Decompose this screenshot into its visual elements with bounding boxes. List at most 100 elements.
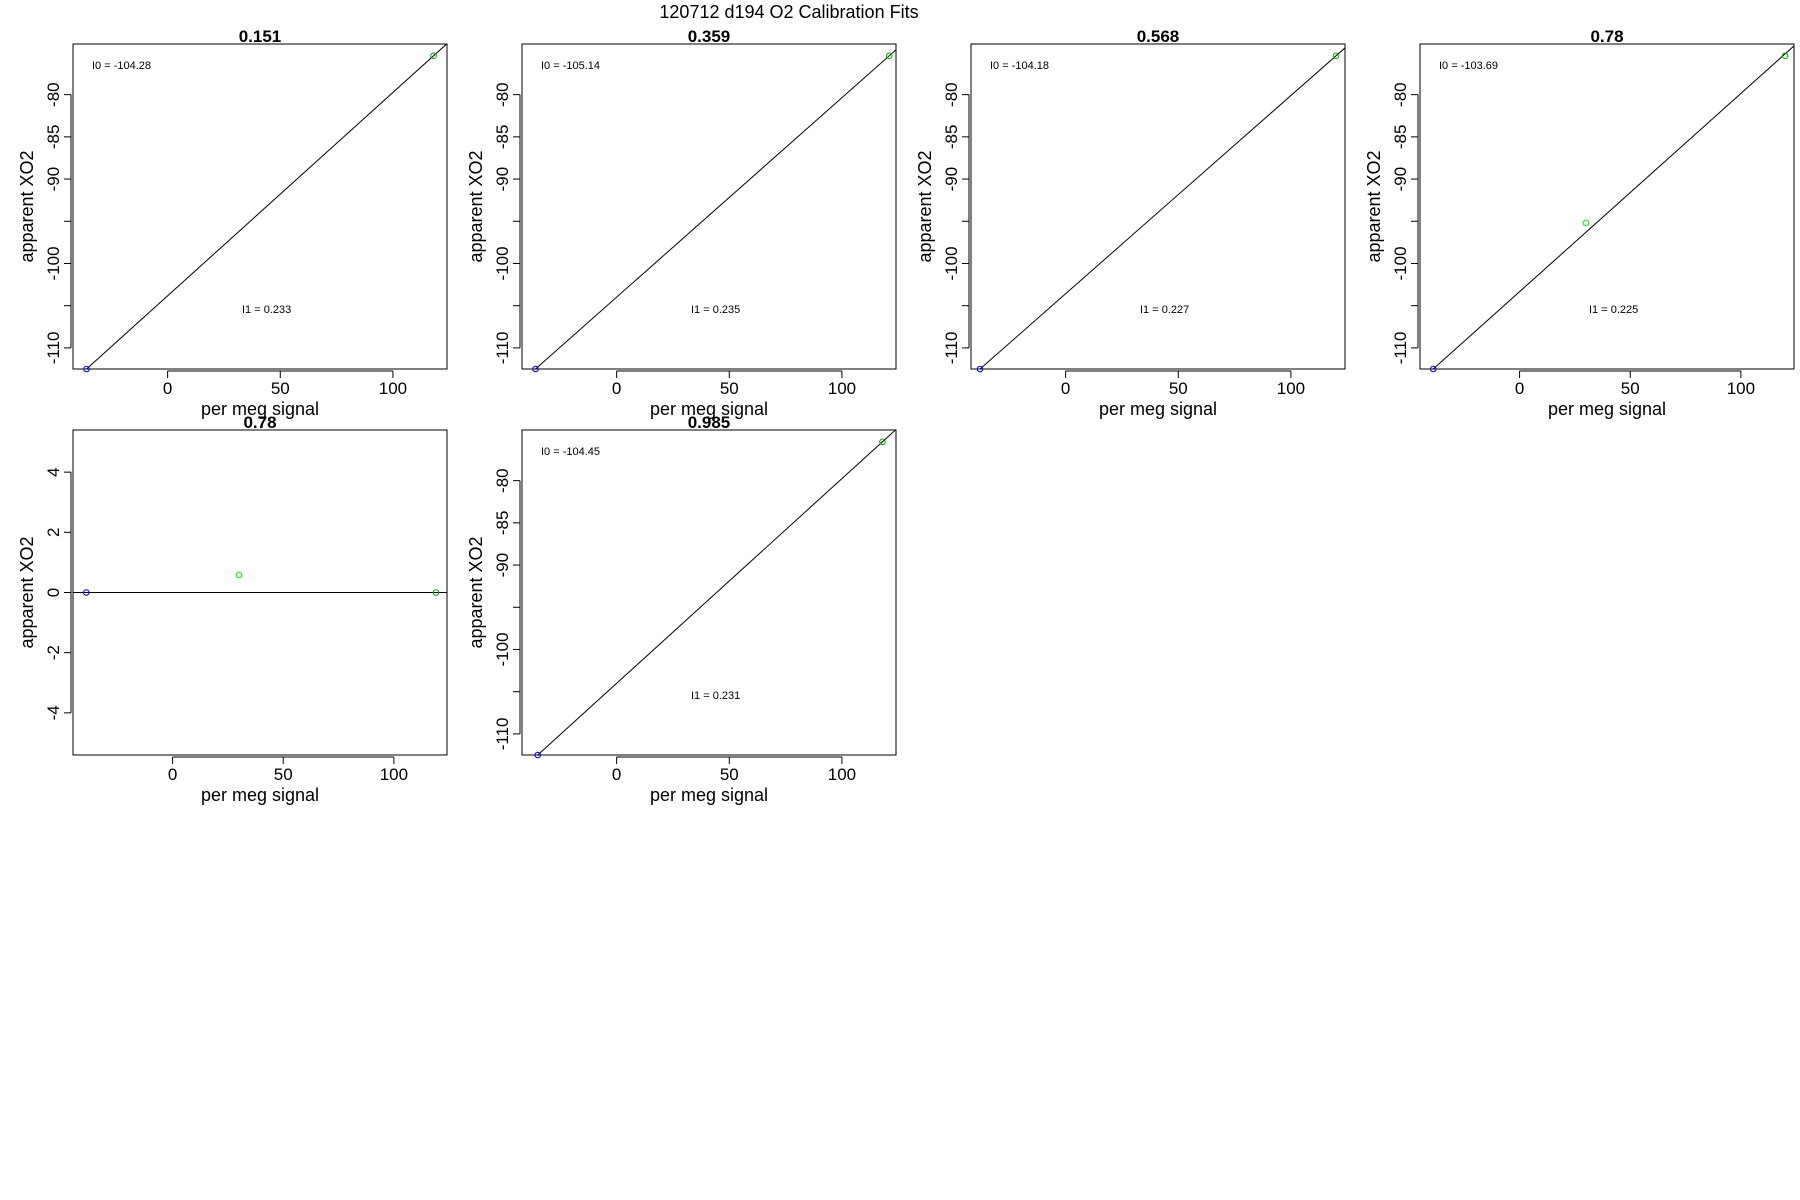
panel-title: 0.568 <box>1137 27 1180 46</box>
data-point <box>432 589 440 596</box>
y-tick-label: -80 <box>1391 82 1410 107</box>
fit-annotation: I0 = -105.14 <box>541 60 600 72</box>
x-tick-label: 50 <box>720 765 739 784</box>
x-tick-label: 100 <box>828 765 856 784</box>
x-tick-label: 50 <box>274 765 293 784</box>
y-axis-label: apparent XO2 <box>17 536 37 648</box>
y-tick-label: 0 <box>44 588 63 597</box>
plot-frame <box>521 429 897 756</box>
y-tick-label: -80 <box>44 82 63 107</box>
fit-line <box>534 49 896 369</box>
y-tick-label: -85 <box>44 125 63 150</box>
y-tick-label: -100 <box>493 246 512 280</box>
chart-panel-5: 0.78 0 50 100 per meg signal 4 2 0 -2 -4 apparent … <box>17 413 448 805</box>
fit-annotation: I1 = 0.233 <box>242 304 291 316</box>
panel-title: 0.78 <box>243 413 276 432</box>
x-tick-label: 100 <box>828 379 856 398</box>
x-tick-label: 50 <box>1169 379 1188 398</box>
fit-annotation: I0 = -104.28 <box>92 60 151 72</box>
fit-line <box>85 44 447 369</box>
plot-frame <box>521 43 897 370</box>
fit-annotation: I1 = 0.231 <box>691 690 740 702</box>
y-tick-label: -80 <box>942 82 961 107</box>
y-axis-label: apparent XO2 <box>915 150 935 262</box>
y-tick-label: -90 <box>493 167 512 192</box>
y-tick-label: 2 <box>44 528 63 537</box>
fit-annotation: I0 = -104.18 <box>990 60 1049 72</box>
data-point <box>879 438 886 446</box>
data-point <box>1781 52 1789 60</box>
fit-annotation: I0 = -104.45 <box>541 446 600 458</box>
y-tick-label: -85 <box>1391 125 1410 150</box>
data-point <box>885 52 893 60</box>
data-point <box>1429 365 1437 373</box>
data-point <box>82 589 90 596</box>
y-tick-label: -90 <box>942 167 961 192</box>
fit-annotation: I1 = 0.225 <box>1589 304 1638 316</box>
data-point <box>534 751 542 759</box>
y-tick-label: -80 <box>493 468 512 493</box>
x-tick-label: 0 <box>1515 379 1524 398</box>
data-point <box>235 571 243 579</box>
y-tick-label: -85 <box>942 125 961 150</box>
x-tick-label: 100 <box>1277 379 1305 398</box>
y-axis-label: apparent XO2 <box>1364 150 1384 262</box>
x-tick-label: 50 <box>720 379 739 398</box>
data-point <box>532 365 539 373</box>
panel-title: 0.151 <box>239 27 282 46</box>
y-tick-label: -85 <box>493 511 512 536</box>
y-tick-label: -90 <box>493 553 512 578</box>
chart-panel-1: 0.151 0 50 100 per meg signal -80 -85 -90 -100 -1… <box>17 27 448 419</box>
data-point <box>1332 52 1340 60</box>
y-tick-label: -90 <box>1391 167 1410 192</box>
x-tick-label: 0 <box>163 379 172 398</box>
y-axis-label: apparent XO2 <box>466 150 486 262</box>
y-tick-label: -100 <box>493 632 512 666</box>
x-tick-label: 100 <box>380 765 408 784</box>
y-axis-label: apparent XO2 <box>466 536 486 648</box>
fit-line <box>1432 45 1794 369</box>
x-tick-label: 0 <box>612 379 621 398</box>
panel-title: 0.985 <box>688 413 731 432</box>
chart-panel-2: 0.359 0 50 100 per meg signal -80 -85 -90 -100 -1… <box>466 27 897 419</box>
x-axis-label: per meg signal <box>1099 399 1217 419</box>
y-tick-label: -110 <box>44 332 63 365</box>
y-tick-label: -100 <box>1391 246 1410 280</box>
x-axis-label: per meg signal <box>650 399 768 419</box>
x-tick-label: 50 <box>1621 379 1640 398</box>
y-tick-label: -110 <box>1391 332 1410 365</box>
y-tick-label: -80 <box>493 82 512 107</box>
y-tick-label: -100 <box>942 246 961 280</box>
x-tick-label: 0 <box>612 765 621 784</box>
y-tick-label: -85 <box>493 125 512 150</box>
x-tick-label: 100 <box>379 379 407 398</box>
x-tick-label: 0 <box>168 765 177 784</box>
y-tick-label: -90 <box>44 167 63 192</box>
chart-panel-6: 0.985 0 50 100 per meg signal -80 -85 -90 -100 -1… <box>466 413 897 805</box>
fit-annotation: I0 = -103.69 <box>1439 60 1498 72</box>
x-tick-label: 0 <box>1061 379 1070 398</box>
plot-frame <box>970 43 1346 370</box>
y-tick-label: -110 <box>942 332 961 365</box>
x-axis-label: per meg signal <box>1548 399 1666 419</box>
data-point <box>976 365 984 373</box>
plot-frame <box>72 43 448 370</box>
y-tick-label: 4 <box>44 467 63 476</box>
y-tick-label: -110 <box>493 332 512 365</box>
fit-line <box>537 430 896 755</box>
y-tick-label: -110 <box>493 718 512 751</box>
data-point <box>430 52 437 60</box>
fit-annotation: I1 = 0.235 <box>691 304 740 316</box>
fit-line <box>979 47 1345 369</box>
fit-annotation: I1 = 0.227 <box>1140 304 1189 316</box>
x-axis-label: per meg signal <box>201 785 319 805</box>
data-point <box>1582 219 1590 227</box>
data-point <box>83 365 90 373</box>
chart-panel-4: 0.78 0 50 100 per meg signal -80 -85 -90 -100 -11… <box>1364 27 1795 419</box>
x-tick-label: 50 <box>271 379 290 398</box>
figure-title: 120712 d194 O2 Calibration Fits <box>659 2 918 22</box>
panel-grid: 0.151 0 50 100 per meg signal -80 -85 -90 -100 -1… <box>17 27 1795 805</box>
panel-title: 0.78 <box>1590 27 1623 46</box>
plot-frame <box>1419 43 1795 370</box>
